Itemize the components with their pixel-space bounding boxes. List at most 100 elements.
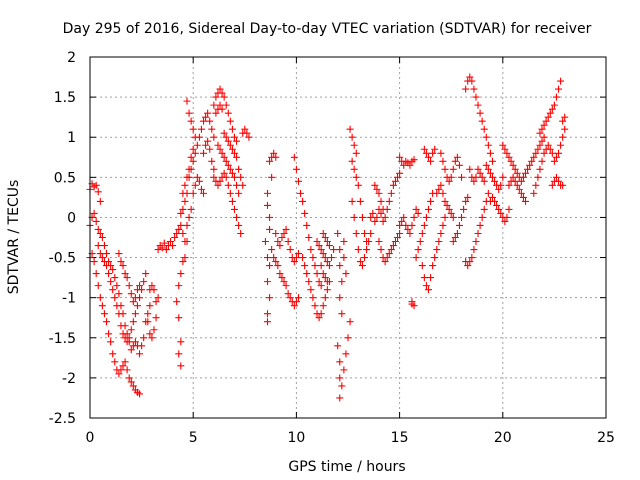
- data-point: [321, 274, 329, 282]
- data-point: [449, 238, 457, 246]
- data-point: [476, 169, 484, 177]
- data-point: [284, 238, 292, 246]
- data-point: [103, 318, 111, 326]
- data-point: [220, 169, 228, 177]
- data-point: [191, 133, 199, 141]
- data-point: [94, 225, 102, 233]
- data-point: [276, 242, 284, 250]
- data-point: [187, 153, 195, 161]
- data-point: [327, 254, 335, 262]
- data-point: [484, 141, 492, 149]
- data-point: [540, 133, 548, 141]
- data-point: [412, 205, 420, 213]
- data-point: [171, 234, 179, 241]
- data-point: [142, 270, 150, 278]
- data-point: [98, 302, 106, 310]
- data-point: [179, 189, 187, 197]
- data-point: [111, 294, 119, 302]
- data-point: [313, 270, 321, 278]
- data-point: [486, 169, 494, 177]
- data-point: [290, 153, 298, 161]
- data-point: [239, 181, 247, 189]
- data-point: [144, 310, 152, 318]
- data-point: [507, 157, 515, 165]
- x-tick-label: 15: [391, 430, 409, 446]
- data-point: [503, 149, 511, 157]
- data-point: [396, 221, 404, 229]
- data-point: [264, 189, 272, 197]
- data-point: [268, 173, 276, 181]
- data-point: [497, 209, 505, 217]
- data-point: [375, 238, 383, 246]
- data-point: [266, 262, 274, 270]
- data-point: [356, 258, 364, 266]
- data-point: [503, 213, 511, 221]
- data-point: [109, 286, 117, 294]
- data-point: [511, 177, 519, 185]
- data-point: [420, 145, 428, 153]
- data-point: [406, 161, 414, 169]
- data-point: [90, 209, 98, 217]
- data-point: [478, 173, 486, 181]
- data-point: [317, 246, 325, 254]
- data-point: [189, 145, 197, 153]
- data-point: [245, 133, 253, 141]
- data-point: [387, 189, 395, 197]
- data-point: [272, 229, 280, 237]
- data-point: [375, 189, 383, 197]
- data-point: [542, 117, 550, 125]
- data-point: [387, 246, 395, 254]
- data-point: [491, 197, 499, 205]
- data-point: [441, 165, 449, 173]
- data-point: [286, 246, 294, 254]
- data-point: [210, 173, 218, 181]
- data-point: [123, 338, 131, 346]
- data-point: [519, 173, 527, 181]
- data-point: [340, 254, 348, 262]
- data-point: [505, 181, 513, 189]
- data-point: [218, 105, 226, 113]
- data-point: [396, 229, 404, 237]
- data-point: [536, 141, 544, 149]
- data-point: [497, 181, 505, 189]
- data-point: [96, 229, 104, 237]
- data-point: [511, 165, 519, 173]
- data-point: [408, 221, 416, 229]
- data-point: [451, 234, 459, 241]
- data-point: [119, 330, 127, 338]
- data-point: [148, 282, 156, 290]
- data-point: [125, 374, 133, 382]
- chart-title: Day 295 of 2016, Sidereal Day-to-day VTE…: [63, 21, 592, 37]
- data-point: [319, 270, 327, 278]
- data-point: [466, 165, 474, 173]
- data-point: [177, 338, 185, 346]
- data-point: [356, 197, 364, 205]
- data-point: [218, 149, 226, 157]
- data-point: [313, 238, 321, 246]
- data-point: [230, 205, 238, 213]
- data-point: [146, 302, 154, 310]
- data-point: [280, 278, 288, 286]
- data-point: [191, 181, 199, 189]
- data-point: [292, 298, 300, 306]
- data-point: [350, 141, 358, 149]
- data-point: [121, 270, 129, 278]
- plot-frame: [89, 56, 607, 419]
- data-point: [495, 205, 503, 213]
- data-point: [338, 278, 346, 286]
- data-point: [418, 229, 426, 237]
- data-point: [519, 193, 527, 201]
- data-point: [131, 310, 139, 318]
- data-point: [107, 278, 115, 286]
- data-point: [540, 121, 548, 129]
- data-point: [422, 149, 430, 157]
- data-point: [513, 169, 521, 177]
- data-point: [127, 378, 135, 386]
- data-point: [113, 282, 121, 290]
- data-point: [154, 294, 162, 302]
- data-point: [100, 242, 108, 250]
- data-point: [548, 149, 556, 157]
- tick-labels: 0 5 10 15 20 25 2 1.5 1 0.5 0 -0.5 -1 -1.5 -2 -2.5: [49, 50, 615, 446]
- data-point: [183, 173, 191, 181]
